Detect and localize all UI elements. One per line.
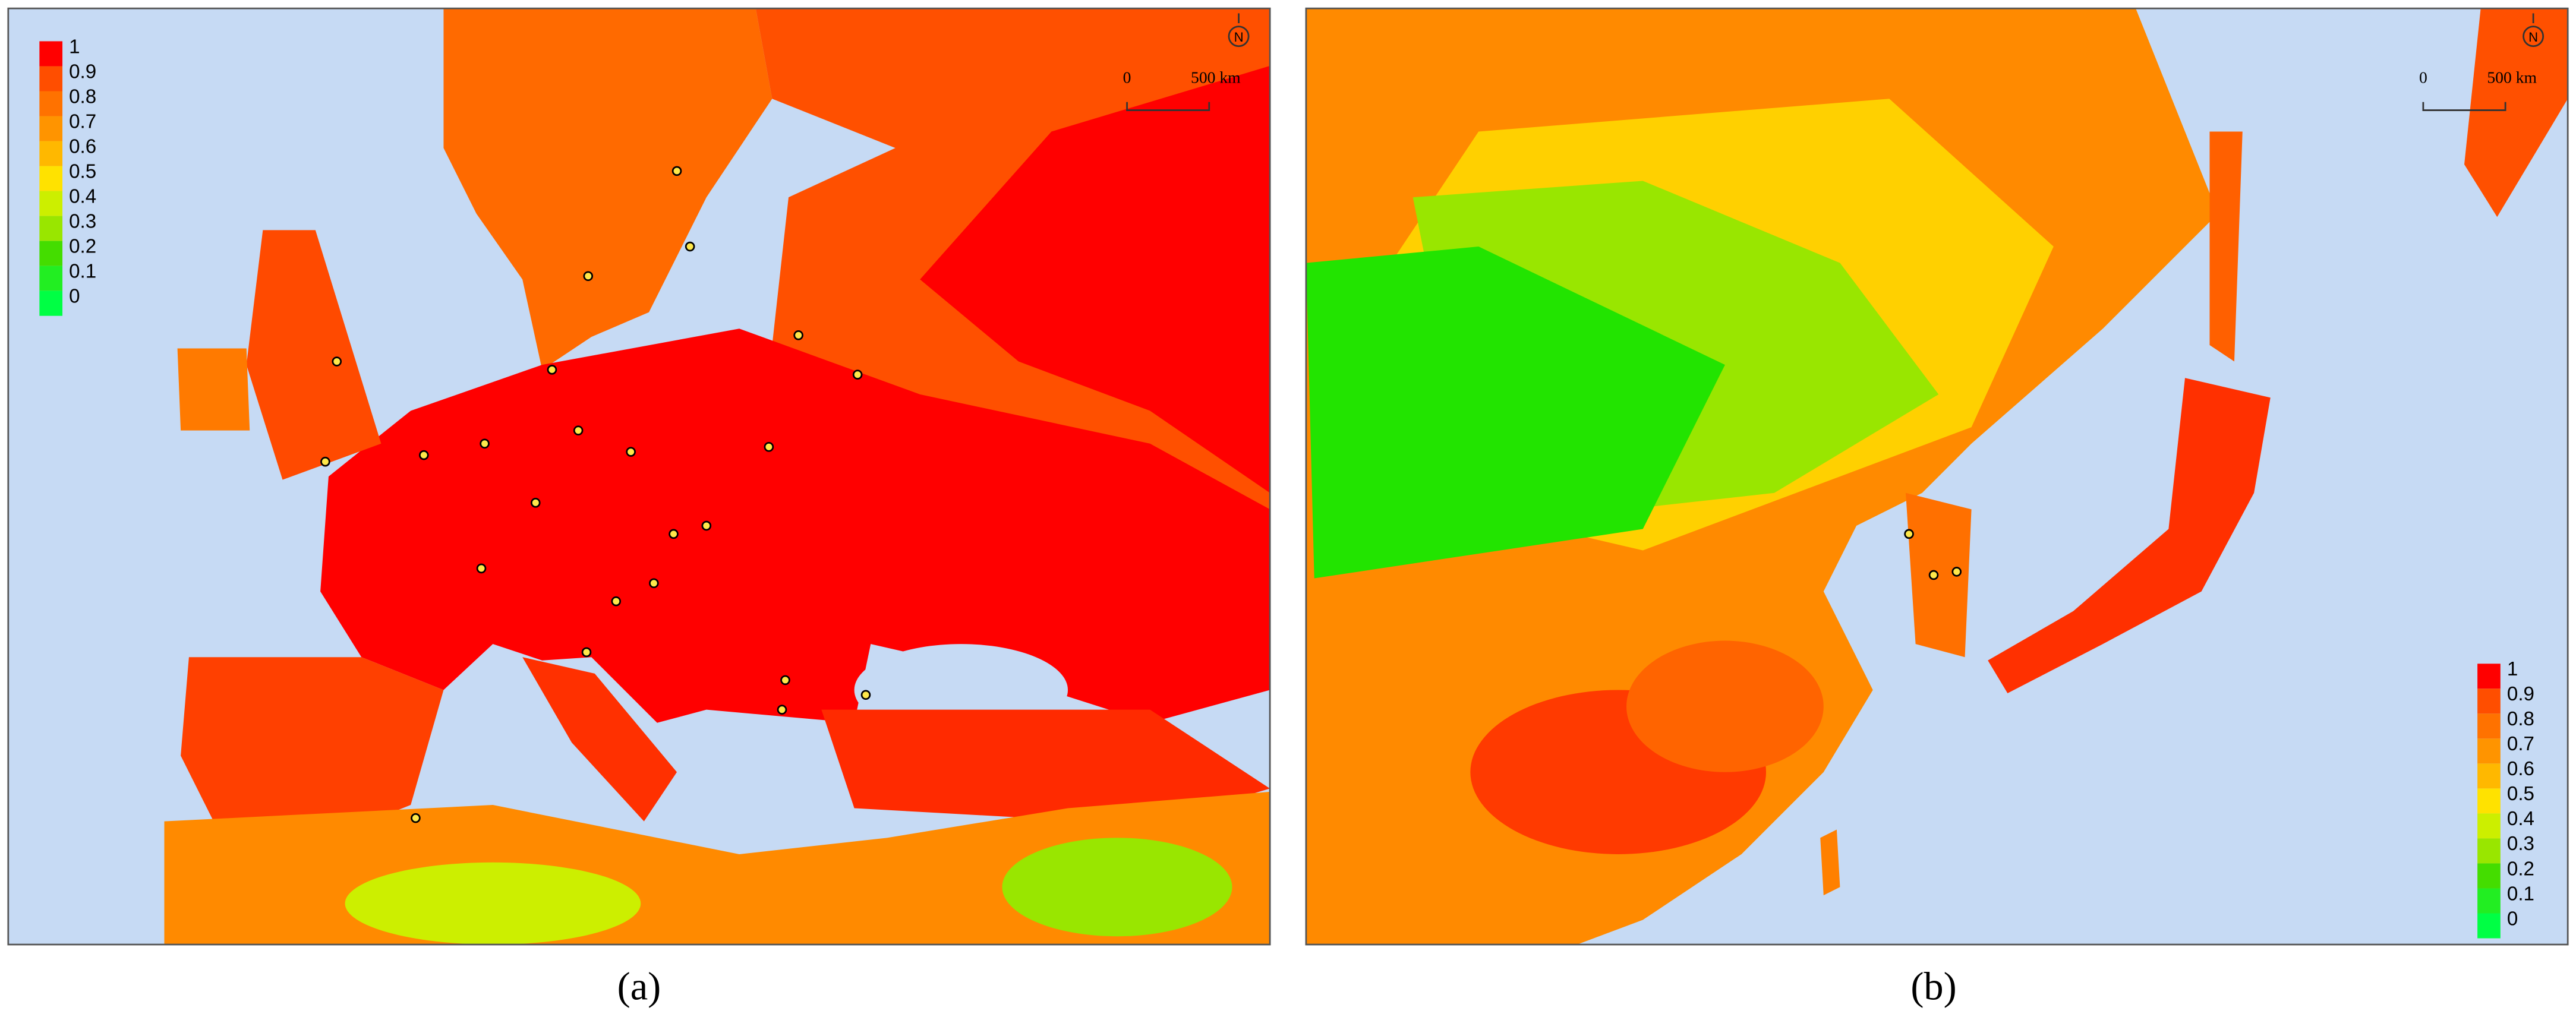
scale-start: 0 [2419,68,2427,86]
legend-label: 0.3 [2507,833,2534,855]
scale-bar-b [2422,102,2506,111]
legend-label: 1 [69,36,80,58]
legend-swatch [2477,838,2501,864]
legend-swatch [39,91,63,116]
legend-swatch [2477,763,2501,789]
legend-label: 0.7 [2507,733,2534,755]
legend-swatch [39,41,63,67]
frame-b [1305,7,2569,946]
legend-label: 0.2 [69,235,96,257]
legend-swatch [39,141,63,166]
legend-swatch [39,290,63,316]
legend-label: 0.8 [2507,708,2534,730]
legend-swatch [39,266,63,291]
legend-label: 0.8 [69,86,96,108]
legend-swatch [39,216,63,241]
panel-label: (a) [617,965,661,1009]
north-arrow-b [2523,13,2545,48]
north-label: N [1234,30,1244,45]
legend-swatch [2477,713,2501,739]
legend-swatch [2477,688,2501,714]
legend-swatch [2477,664,2501,689]
map-a [8,8,1270,945]
legend-label: 0.5 [2507,783,2534,805]
legend-label: 0.3 [69,210,96,232]
legend-label: 0.6 [2507,758,2534,780]
legend-swatch [39,241,63,266]
north-label: N [2528,30,2538,45]
map-b [1306,8,2568,945]
north-arrow-a [1228,13,1250,48]
legend-label: 1 [2507,658,2518,680]
legend-label: 0.1 [69,260,96,282]
legend-swatch [2477,888,2501,914]
scale-start: 0 [1123,68,1131,86]
legend-swatch [2477,813,2501,839]
legend-label: 0.1 [2507,883,2534,905]
legend-label: 0.5 [69,160,96,182]
legend-label: 0.6 [69,135,96,157]
legend-label: 0.4 [2507,808,2534,830]
legend-swatch [2477,788,2501,814]
legend-swatch [39,66,63,91]
legend-swatch [39,116,63,141]
legend-swatch [39,166,63,191]
legend-swatch [2477,913,2501,939]
scale-end: 500 km [2487,68,2537,86]
legend-swatch [2477,863,2501,889]
legend-label: 0.4 [69,185,96,207]
legend-label: 0.7 [69,110,96,132]
legend-label: 0 [69,286,80,308]
legend-label: 0.9 [69,61,96,83]
frame-a [7,7,1271,946]
scale-bar-a [1126,102,1210,111]
legend-label: 0.9 [2507,683,2534,705]
legend-label: 0 [2507,908,2518,930]
legend-swatch [2477,738,2501,764]
legend-swatch [39,191,63,216]
legend-label: 0.2 [2507,858,2534,880]
panel-label: (b) [1910,965,1956,1009]
scale-end: 500 km [1191,68,1241,86]
